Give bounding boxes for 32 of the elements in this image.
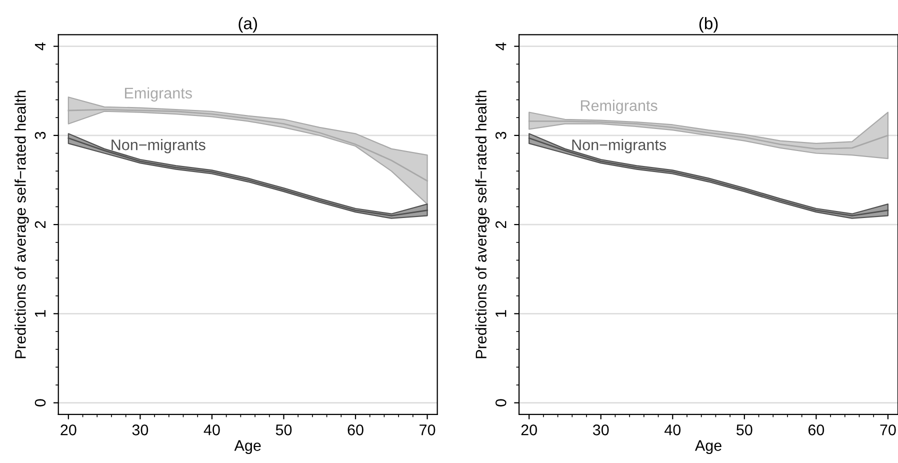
chart-title: (b) (699, 17, 718, 33)
y-axis-title: Predictions of average self−rated health (475, 90, 490, 358)
chart-title: (a) (238, 17, 257, 33)
x-tick-label: 60 (348, 424, 364, 436)
series-label: Non−migrants (112, 139, 206, 154)
x-tick-label: 70 (880, 424, 896, 436)
y-tick-label: 4 (34, 42, 46, 50)
y-tick-label: 1 (496, 310, 506, 317)
x-tick-label: 20 (521, 424, 537, 436)
x-tick-label: 40 (664, 424, 681, 436)
x-axis-title: Age (694, 440, 722, 454)
x-tick-label: 40 (204, 424, 220, 436)
x-axis-title: Age (234, 440, 261, 454)
y-tick-label: 0 (34, 399, 46, 406)
series-label: Emigrants (125, 87, 192, 102)
x-tick-label: 30 (132, 424, 148, 436)
y-tick-label: 1 (34, 310, 46, 317)
x-tick-label: 60 (808, 424, 824, 436)
x-tick-label: 30 (592, 424, 609, 436)
x-tick-label: 70 (420, 424, 436, 436)
y-tick-label: 2 (495, 221, 506, 228)
y-tick-label: 2 (34, 221, 46, 228)
y-tick-label: 3 (34, 132, 46, 140)
y-axis-title: Predictions of average self−rated health (14, 90, 29, 358)
x-tick-label: 50 (276, 424, 292, 436)
y-tick-label: 4 (496, 42, 506, 50)
x-tick-label: 50 (736, 424, 752, 436)
y-tick-label: 0 (495, 399, 506, 406)
series-label: Non−migrants (572, 139, 666, 154)
series-label: Remigrants (581, 100, 658, 114)
x-tick-label: 20 (60, 424, 76, 436)
y-tick-label: 3 (495, 132, 506, 140)
